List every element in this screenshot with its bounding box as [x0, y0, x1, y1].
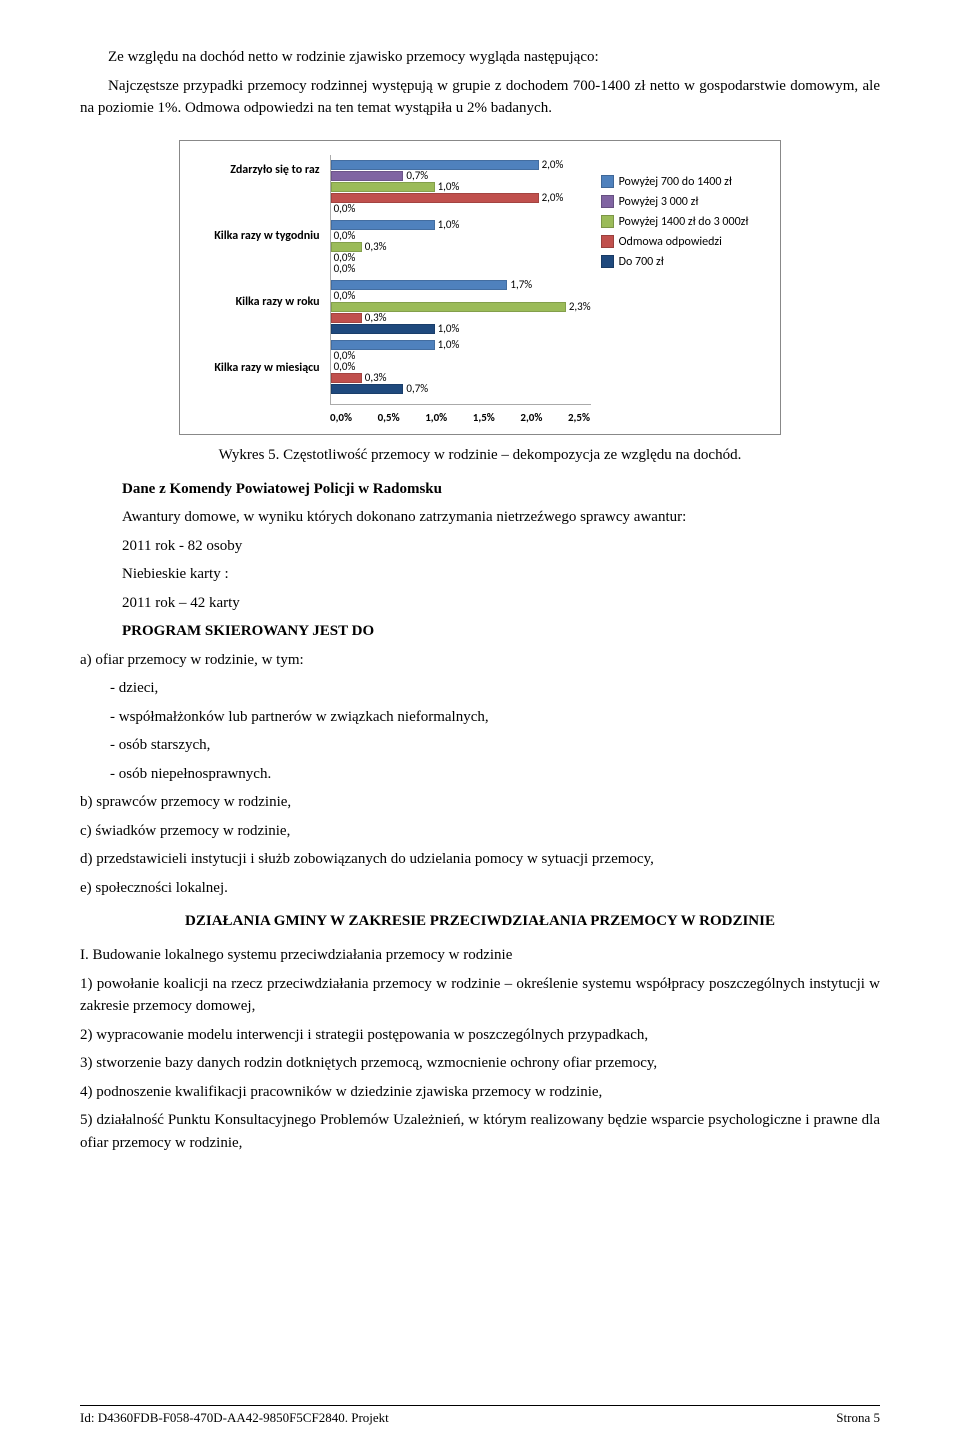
bar: [331, 280, 508, 290]
list-item: a) ofiar przemocy w rodzinie, w tym:: [80, 649, 880, 672]
list-subitem: - osób starszych,: [110, 734, 880, 757]
bar-value-label: 0,0%: [334, 262, 356, 275]
list-item: d) przedstawicieli instytucji i służb zo…: [80, 848, 880, 871]
heading-program: PROGRAM SKIEROWANY JEST DO: [122, 620, 880, 643]
list-item: 3) stworzenie bazy danych rodzin dotknię…: [80, 1052, 880, 1075]
bar: [331, 373, 362, 383]
paragraph: Ze względu na dochód netto w rodzinie zj…: [80, 46, 880, 69]
x-tick: 1,0%: [425, 411, 447, 424]
list-subitem: - osób niepełnosprawnych.: [110, 763, 880, 786]
page-footer: Id: D4360FDB-F058-470D-AA42-9850F5CF2840…: [80, 1405, 880, 1426]
legend-label: Odmowa odpowiedzi: [619, 235, 722, 249]
legend-item: Powyżej 3 000 zł: [601, 195, 760, 209]
legend-swatch: [601, 235, 614, 248]
bar-value-label: 1,0%: [438, 218, 460, 231]
x-tick: 2,5%: [568, 411, 590, 424]
bar: [331, 160, 539, 170]
bar-value-label: 1,0%: [438, 338, 460, 351]
bar-value-label: 0,7%: [406, 382, 428, 395]
bar-value-label: 0,0%: [334, 360, 356, 373]
legend-swatch: [601, 195, 614, 208]
bar: [331, 193, 539, 203]
bar-value-label: 0,0%: [334, 202, 356, 215]
x-tick: 1,5%: [473, 411, 495, 424]
legend-item: Powyżej 1400 zł do 3 000zł: [601, 215, 760, 229]
bar-value-label: 2,0%: [542, 158, 564, 171]
list-item: 1) powołanie koalicji na rzecz przeciwdz…: [80, 973, 880, 1018]
bar-value-label: 1,0%: [438, 322, 460, 335]
legend-item: Odmowa odpowiedzi: [601, 235, 760, 249]
legend-label: Powyżej 3 000 zł: [619, 195, 699, 209]
legend-label: Do 700 zł: [619, 255, 664, 269]
y-category: Kilka razy w roku: [200, 295, 320, 309]
legend-swatch: [601, 215, 614, 228]
bar: [331, 242, 362, 252]
bar: [331, 220, 435, 230]
chart-y-labels: Zdarzyło się to raz Kilka razy w tygodni…: [200, 155, 320, 405]
bar-value-label: 2,0%: [542, 191, 564, 204]
paragraph: 2011 rok – 42 karty: [122, 592, 880, 615]
frequency-chart: Zdarzyło się to raz Kilka razy w tygodni…: [179, 140, 781, 435]
bar-value-label: 0,3%: [365, 311, 387, 324]
list-item: 2) wypracowanie modelu interwencji i str…: [80, 1024, 880, 1047]
paragraph: Awantury domowe, w wyniku których dokona…: [122, 506, 880, 529]
legend-label: Powyżej 1400 zł do 3 000zł: [619, 215, 749, 229]
bar: [331, 313, 362, 323]
legend-item: Do 700 zł: [601, 255, 760, 269]
list-item: c) świadków przemocy w rodzinie,: [80, 820, 880, 843]
list-item: I. Budowanie lokalnego systemu przeciwdz…: [80, 944, 880, 967]
footer-page: Strona 5: [836, 1410, 880, 1426]
bar-value-label: 0,7%: [406, 169, 428, 182]
y-category: Zdarzyło się to raz: [200, 163, 320, 177]
bar-value-label: 0,0%: [334, 229, 356, 242]
chart-bars-area: 2,0% 0,7% 1,0% 2,0% 0,0% 1,0% 0,0% 0,3% 0,0% 0,0%…: [330, 155, 591, 405]
list-item: 5) działalność Punktu Konsultacyjnego Pr…: [80, 1109, 880, 1154]
legend-swatch: [601, 175, 614, 188]
chart-caption: Wykres 5. Częstotliwość przemocy w rodzi…: [80, 447, 880, 464]
paragraph: Najczęstsze przypadki przemocy rodzinnej…: [80, 75, 880, 120]
y-category: Kilka razy w tygodniu: [200, 229, 320, 243]
paragraph: Niebieskie karty :: [122, 563, 880, 586]
bar-value-label: 1,0%: [438, 180, 460, 193]
bar-value-label: 0,3%: [365, 240, 387, 253]
x-tick: 2,0%: [520, 411, 542, 424]
bar: [331, 324, 435, 334]
bar: [331, 340, 435, 350]
bar: [331, 302, 566, 312]
bar: [331, 182, 435, 192]
x-tick: 0,0%: [330, 411, 352, 424]
heading-dane: Dane z Komendy Powiatowej Policji w Rado…: [122, 478, 880, 501]
bar-value-label: 0,0%: [334, 289, 356, 302]
legend-swatch: [601, 255, 614, 268]
list-subitem: - współmałżonków lub partnerów w związka…: [110, 706, 880, 729]
footer-id: Id: D4360FDB-F058-470D-AA42-9850F5CF2840…: [80, 1410, 389, 1426]
list-item: b) sprawców przemocy w rodzinie,: [80, 791, 880, 814]
bar-value-label: 0,3%: [365, 371, 387, 384]
y-category: Kilka razy w miesiącu: [200, 361, 320, 375]
legend-label: Powyżej 700 do 1400 zł: [619, 175, 732, 189]
heading-dzialania: DZIAŁANIA GMINY W ZAKRESIE PRZECIWDZIAŁA…: [80, 913, 880, 930]
bar: [331, 171, 404, 181]
paragraph: 2011 rok - 82 osoby: [122, 535, 880, 558]
chart-legend: Powyżej 700 do 1400 zł Powyżej 3 000 zł Po…: [601, 155, 760, 405]
bar-value-label: 2,3%: [569, 300, 591, 313]
list-item: 4) podnoszenie kwalifikacji pracowników …: [80, 1081, 880, 1104]
list-item: e) społeczności lokalnej.: [80, 877, 880, 900]
x-tick: 0,5%: [378, 411, 400, 424]
chart-x-axis: 0,0% 0,5% 1,0% 1,5% 2,0% 2,5%: [330, 411, 590, 424]
bar-value-label: 1,7%: [510, 278, 532, 291]
list-subitem: - dzieci,: [110, 677, 880, 700]
document-page: Ze względu na dochód netto w rodzinie zj…: [0, 0, 960, 1456]
legend-item: Powyżej 700 do 1400 zł: [601, 175, 760, 189]
bar: [331, 384, 404, 394]
